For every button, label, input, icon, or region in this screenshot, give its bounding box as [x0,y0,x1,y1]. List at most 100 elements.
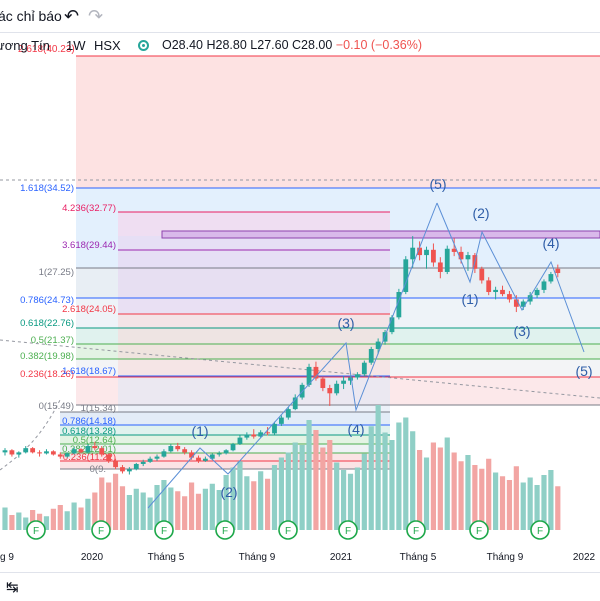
candle-body[interactable] [327,388,333,394]
candle-body[interactable] [279,417,284,424]
candle-body[interactable] [458,251,464,260]
candle-body[interactable] [527,295,533,302]
candle-body[interactable] [133,463,139,470]
candle-body[interactable] [410,247,416,260]
candle-body[interactable] [500,289,505,295]
candle-body[interactable] [71,449,77,454]
candle-body[interactable] [92,446,98,449]
candle-body[interactable] [50,451,56,455]
candle-body[interactable] [486,280,492,293]
candle-body[interactable] [548,274,554,282]
candle-body[interactable] [251,434,257,437]
candle-body[interactable] [106,454,112,461]
candle-body[interactable] [417,247,422,256]
candle-body[interactable] [424,249,429,256]
candle-body[interactable] [37,452,42,454]
candle-body[interactable] [85,446,91,453]
event-marker[interactable]: F [406,520,426,540]
candle-body[interactable] [126,469,132,472]
candle-body[interactable] [403,259,409,293]
candle-body[interactable] [389,317,395,333]
event-marker[interactable]: F [215,520,235,540]
candle-body[interactable] [541,281,547,290]
candle-body[interactable] [120,467,125,472]
event-marker[interactable]: F [338,520,358,540]
candle-body[interactable] [189,452,194,458]
indicators-button[interactable]: ác chỉ báo [0,8,62,24]
candle-body[interactable] [230,443,236,451]
candle-body[interactable] [292,397,298,410]
candle-body[interactable] [168,446,174,452]
volume-bar [168,487,174,530]
candle-body[interactable] [320,378,326,389]
candle-body[interactable] [451,248,457,252]
candle-body[interactable] [513,299,519,307]
candle-body[interactable] [2,450,8,453]
candle-body[interactable] [368,348,374,363]
candle-body[interactable] [479,268,485,281]
symbol-name[interactable]: ương Tín [0,38,50,53]
candle-body[interactable] [140,461,146,464]
candle-body[interactable] [507,294,512,300]
volume-bar [444,437,450,530]
candle-body[interactable] [465,255,471,260]
candle-body[interactable] [375,341,381,349]
candle-body[interactable] [313,366,319,379]
candle-body[interactable] [223,450,229,454]
candle-body[interactable] [361,362,367,375]
go-to-date-icon[interactable]: ↹ [6,579,19,596]
candle-body[interactable] [272,423,277,434]
candle-body[interactable] [534,289,540,296]
candle-body[interactable] [23,448,29,453]
candle-body[interactable] [444,248,450,272]
candle-body[interactable] [113,460,118,468]
event-marker[interactable]: F [154,520,174,540]
candle-body[interactable] [244,434,250,438]
candle-body[interactable] [265,432,270,434]
candle-body[interactable] [334,383,340,394]
candle-body[interactable] [348,377,353,381]
candle-body[interactable] [147,458,153,462]
candle-body[interactable] [196,457,201,461]
candle-body[interactable] [285,409,291,418]
redo-icon[interactable]: ↷ [88,6,104,26]
candle-body[interactable] [16,452,22,455]
candle-body[interactable] [175,446,181,450]
candle-body[interactable] [209,454,215,459]
timeframe[interactable]: 1W [66,38,86,53]
candle-body[interactable] [555,268,561,274]
candle-body[interactable] [44,451,49,454]
candle-body[interactable] [30,448,36,453]
candle-body[interactable] [437,262,443,272]
candle-body[interactable] [355,374,360,378]
candle-body[interactable] [258,432,264,437]
candle-body[interactable] [161,451,167,457]
candle-body[interactable] [9,450,15,455]
event-marker[interactable]: F [469,520,489,540]
candle-body[interactable] [78,449,84,453]
price-chart[interactable]: 2.618(40.23) 1.618(34.52) 1(27.25) 0.786… [0,32,600,572]
candle-body[interactable] [396,292,402,318]
candle-body[interactable] [493,289,499,293]
volume-bar [347,473,354,530]
candle-body[interactable] [202,458,208,461]
event-marker[interactable]: F [91,520,111,540]
event-marker[interactable]: F [530,520,550,540]
candle-body[interactable] [154,456,160,459]
candle-body[interactable] [99,448,105,455]
volume-bar [555,486,561,530]
candle-body[interactable] [306,366,312,385]
candle-body[interactable] [431,249,436,263]
candle-body[interactable] [57,454,63,457]
highlight-rectangle[interactable] [161,230,600,239]
event-marker[interactable]: F [278,520,298,540]
candle-body[interactable] [182,449,188,453]
candle-body[interactable] [237,437,243,444]
candle-body[interactable] [341,380,346,384]
undo-icon[interactable]: ↶ [64,6,80,26]
candle-body[interactable] [520,301,526,307]
candle-body[interactable] [64,453,70,457]
event-marker[interactable]: F [26,520,46,540]
candle-body[interactable] [216,453,222,455]
